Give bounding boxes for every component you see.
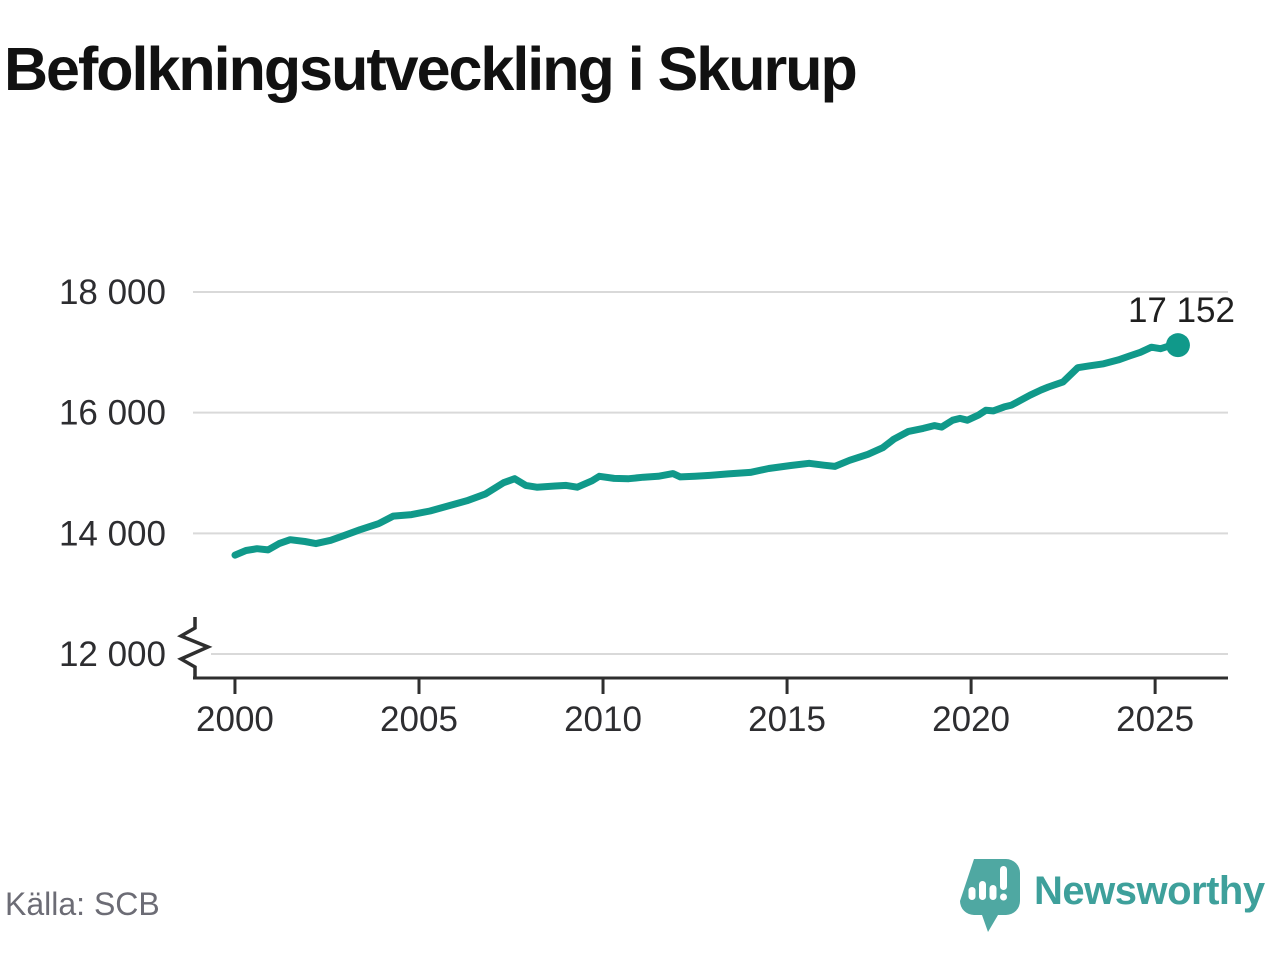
x-tick-label: 2000 [196, 700, 274, 739]
end-value-label: 17 152 [1128, 291, 1235, 330]
source-note: Källa: SCB [5, 886, 160, 922]
y-tick-label: 16 000 [59, 394, 166, 433]
x-tick-label: 2025 [1116, 700, 1194, 739]
x-tick-label: 2010 [564, 700, 642, 739]
logo-bar-1 [968, 887, 976, 900]
population-line [231, 339, 1182, 559]
x-tick-label: 2015 [748, 700, 826, 739]
x-tick-label: 2020 [932, 700, 1010, 739]
logo-bar-3 [989, 885, 997, 900]
newsworthy-wordmark: Newsworthy [1034, 868, 1265, 913]
newsworthy-speech-bubble-chart-icon [960, 859, 1020, 932]
chart-title: Befolkningsutveckling i Skurup [4, 35, 858, 103]
x-tick-label: 2005 [380, 700, 458, 739]
logo-bar-2 [979, 881, 986, 900]
y-tick-label: 14 000 [59, 514, 166, 553]
logo-exclamation-dot [1000, 893, 1007, 901]
y-tick-label: 12 000 [59, 635, 166, 674]
y-axis-break-icon [177, 617, 213, 677]
newsworthy-logo: Newsworthy [958, 854, 1278, 938]
end-point-marker [1165, 333, 1190, 358]
logo-exclamation-bar [1000, 866, 1007, 890]
y-tick-label: 18 000 [59, 273, 166, 312]
